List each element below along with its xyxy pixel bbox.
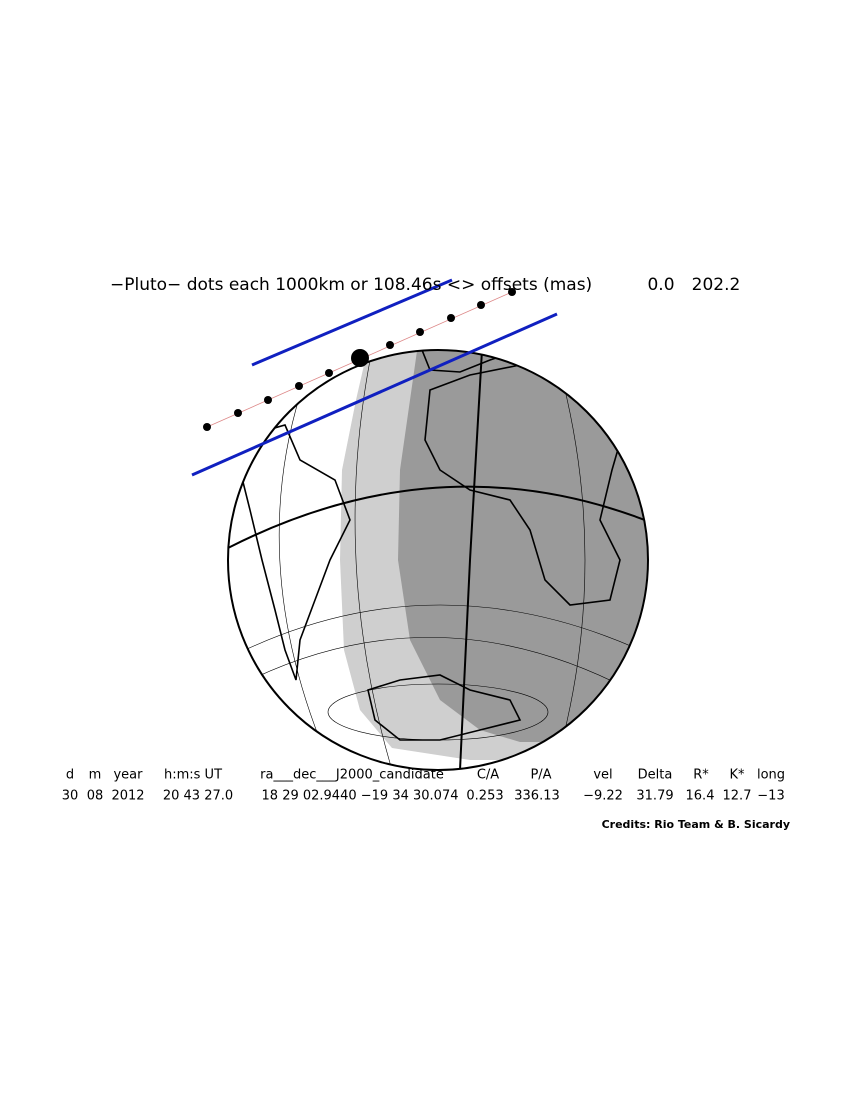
- column-value: −13: [757, 789, 784, 804]
- shadow-limit-south: [191, 312, 558, 477]
- time-dot: [386, 341, 394, 349]
- column-value: 16.4: [686, 789, 715, 804]
- time-dot: [508, 288, 516, 296]
- column-value: 2012: [111, 789, 144, 804]
- column-value: 12.7: [723, 789, 752, 804]
- time-dot: [295, 382, 303, 390]
- column-header: d: [66, 768, 74, 783]
- time-dot: [477, 301, 485, 309]
- title: −Pluto− dots each 1000km or 108.46s <> o…: [110, 275, 592, 295]
- offset-x: 0.0: [647, 275, 674, 295]
- offset-y: 202.2: [692, 275, 741, 295]
- column-value: 20 43 27.0: [163, 789, 233, 804]
- column-value: 0.253: [466, 789, 503, 804]
- time-dot: [264, 396, 272, 404]
- column-header: m: [89, 768, 102, 783]
- time-dots: [203, 288, 516, 431]
- credits: Credits: Rio Team & B. Sicardy: [602, 818, 790, 831]
- time-dot: [325, 369, 333, 377]
- column-value: 18 29 02.9440 −19 34 30.074: [262, 789, 459, 804]
- column-value: −9.22: [583, 789, 623, 804]
- closest-approach-dot: [351, 349, 369, 367]
- time-dot: [447, 314, 455, 322]
- globe: [228, 350, 648, 770]
- column-header: h:m:s UT: [164, 768, 222, 783]
- equator: [228, 485, 648, 549]
- column-value: 336.13: [514, 789, 560, 804]
- column-value: 30: [62, 789, 79, 804]
- parameters-table: d m year h:m:s UT ra___dec___J2000_candidate…: [62, 768, 785, 804]
- column-header: K*: [729, 768, 745, 783]
- time-dot: [234, 409, 242, 417]
- time-dot: [416, 328, 424, 336]
- limb: [227, 349, 649, 771]
- column-header: P/A: [530, 768, 551, 783]
- central-meridian: [459, 350, 483, 770]
- column-header: long: [757, 768, 785, 783]
- column-value: 31.79: [636, 789, 673, 804]
- shadow-limit-north: [251, 278, 453, 367]
- column-header: ra___dec___J2000_candidate: [260, 768, 444, 783]
- time-dot: [203, 423, 211, 431]
- column-header: Delta: [638, 768, 673, 783]
- column-header: vel: [593, 768, 612, 783]
- column-value: 08: [87, 789, 104, 804]
- night-zone: [398, 350, 648, 742]
- column-header: R*: [693, 768, 709, 783]
- column-header: year: [113, 768, 143, 783]
- graticule: [244, 350, 641, 770]
- column-header: C/A: [477, 768, 499, 783]
